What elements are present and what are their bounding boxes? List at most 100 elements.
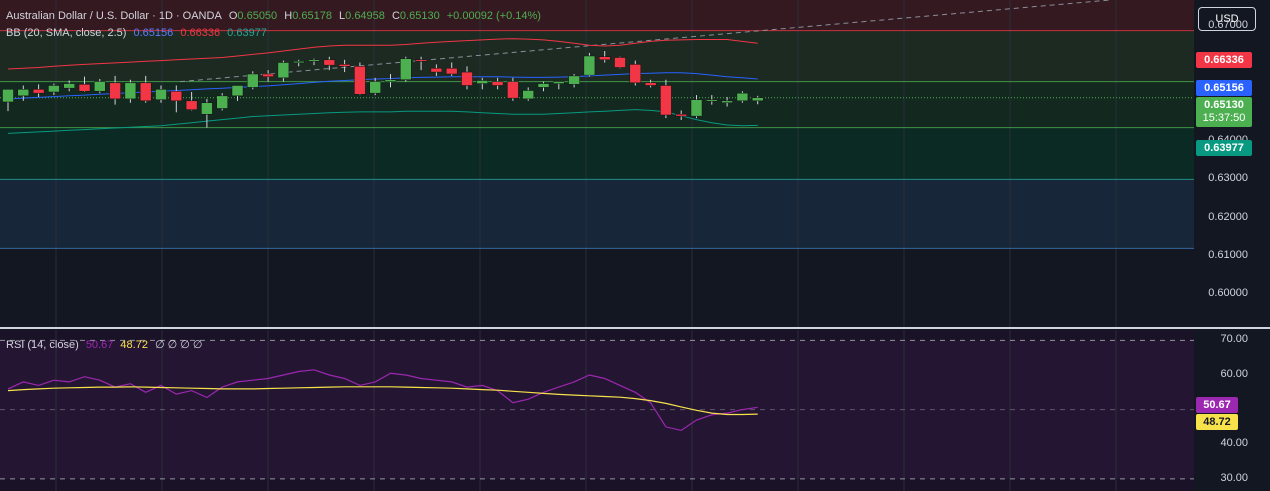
candle-down (461, 66, 473, 90)
candle-up (216, 93, 228, 111)
bb-legend[interactable]: BB (20, SMA, close, 2.5) 0.65156 0.66336… (6, 27, 271, 39)
last-price-value: 0.65130 (1204, 99, 1244, 111)
candle-up (522, 87, 534, 101)
candle-up (568, 73, 580, 88)
candle-up (124, 79, 137, 103)
candle-down (139, 75, 152, 103)
candle-body (522, 90, 534, 100)
candle-body (751, 97, 764, 102)
candle-down (262, 70, 274, 82)
candle-down (629, 60, 642, 86)
candle-body (598, 56, 611, 61)
rsi-legend[interactable]: RSI (14, close) 50.67 48.72 ∅ ∅ ∅ ∅ (6, 338, 207, 351)
last-price-tag: 0.65130 15:37:50 (1196, 97, 1252, 127)
candle-body (430, 67, 443, 73)
candle-body (185, 100, 198, 110)
candle-body (201, 102, 213, 115)
candle-body (78, 84, 91, 92)
high-label: H (284, 10, 293, 22)
rsi-ma-value: 48.72 (120, 339, 148, 351)
candle-body (461, 71, 473, 86)
candle-body (109, 82, 121, 100)
candle-up (2, 89, 14, 112)
candle-up (721, 96, 733, 107)
candle-down (415, 56, 427, 71)
candle-down (598, 50, 611, 63)
candle-body (660, 85, 672, 116)
bb-lower-value: 0.63977 (227, 27, 267, 39)
candle-up (94, 78, 106, 94)
candle-up (231, 85, 244, 101)
low-label: L (339, 10, 346, 22)
candle-down (507, 77, 519, 101)
candle-down (323, 56, 336, 71)
bb-basis-price-tag: 0.65156 (1196, 80, 1252, 96)
candle-up (292, 59, 305, 67)
candle-body (706, 99, 718, 102)
bb-basis-value: 0.65156 (133, 27, 174, 39)
bb-upper-line (7, 38, 758, 70)
bb-lower-price-tag: 0.63977 (1196, 140, 1252, 156)
candle-body (629, 64, 642, 84)
candle-body (48, 85, 60, 93)
candle-body (384, 79, 397, 82)
candle-body (63, 83, 75, 89)
candle-up (736, 91, 749, 103)
candle-up (369, 77, 381, 96)
price-chart[interactable] (0, 0, 1194, 327)
candle-up (553, 81, 565, 90)
candle-down (185, 92, 198, 111)
candle-down (445, 62, 458, 76)
candle-body (2, 89, 14, 103)
candle-up (751, 95, 764, 105)
candle-up (201, 98, 213, 128)
candle-down (614, 56, 626, 69)
candle-body (338, 64, 351, 67)
rsi-chart[interactable] (0, 330, 1194, 491)
candle-down (660, 79, 672, 119)
price-axis-tick: 0.67000 (1208, 19, 1248, 32)
bb-upper-value: 0.66336 (180, 27, 221, 39)
candle-body (736, 92, 749, 102)
candle-body (308, 59, 320, 62)
candle-body (690, 99, 703, 117)
header-legend: Australian Dollar / U.S. Dollar · 1D · O… (6, 10, 545, 22)
candle-body (537, 83, 550, 88)
candle-body (139, 82, 152, 102)
candle-body (568, 75, 580, 85)
symbol-title: Australian Dollar / U.S. Dollar · 1D · O… (6, 10, 222, 22)
rsi-band-fill (0, 340, 1194, 479)
candle-down (644, 79, 657, 88)
zone-green-upper (0, 30, 1194, 82)
candle-up (17, 85, 30, 101)
candle-down (170, 85, 183, 113)
bb-lower-line (7, 109, 758, 134)
candle-body (277, 62, 290, 79)
candle-body (415, 59, 427, 62)
candle-body (445, 67, 458, 75)
candle-up (400, 56, 412, 82)
rsi-empty-values: ∅ ∅ ∅ ∅ (155, 339, 203, 351)
candle-up (277, 60, 290, 82)
candle-body (507, 81, 519, 99)
candle-up (48, 83, 60, 96)
zone-blue (0, 179, 1194, 249)
countdown-timer: 15:37:50 (1202, 112, 1246, 124)
candle-body (17, 89, 30, 97)
change-value: +0.00092 (+0.14%) (446, 10, 541, 22)
candle-body (721, 100, 733, 103)
candle-up (155, 85, 167, 103)
candle-down (78, 76, 91, 93)
candle-up (690, 95, 703, 119)
candle-up (63, 80, 75, 92)
candle-down (109, 75, 121, 105)
zone-teal (0, 127, 1194, 180)
price-axis-tick: 0.61000 (1208, 249, 1248, 262)
candle-body (644, 82, 657, 86)
rsi-axis-tick: 40.00 (1220, 437, 1248, 450)
currency-button[interactable]: USD (1198, 7, 1256, 31)
trend-line (179, 0, 1111, 83)
candle-body (124, 82, 137, 100)
candle-body (32, 89, 45, 94)
pane-separator[interactable] (0, 327, 1270, 329)
